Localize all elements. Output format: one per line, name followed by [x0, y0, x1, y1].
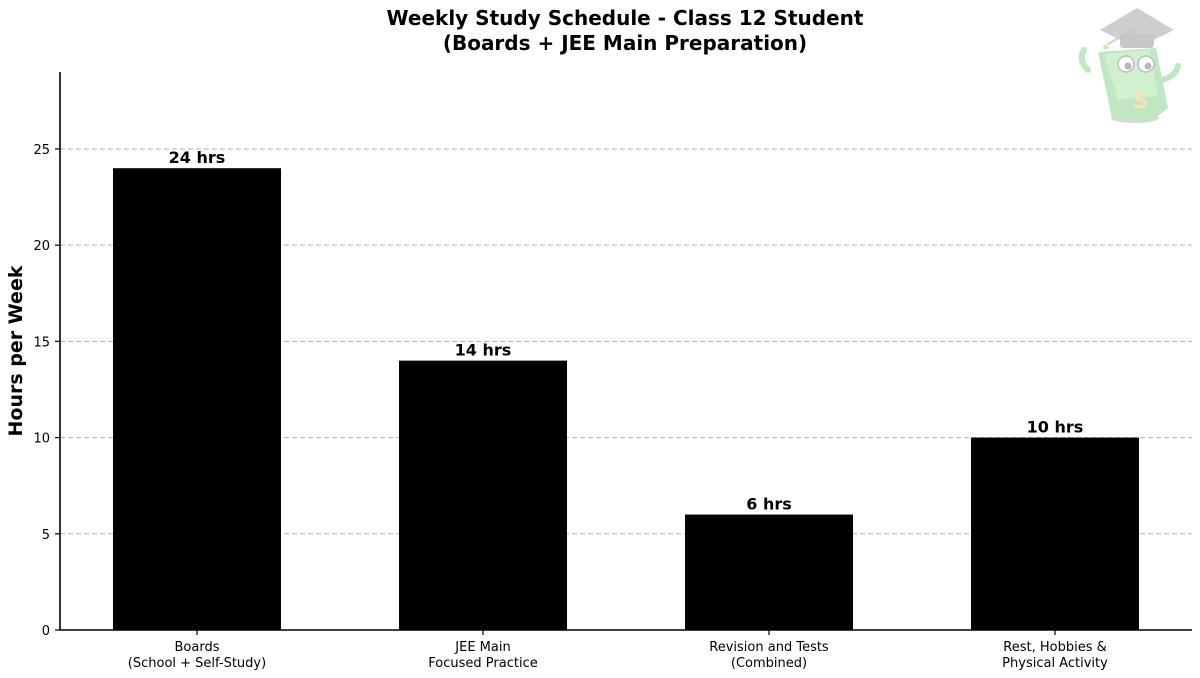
- bar-value-label: 24 hrs: [169, 148, 226, 167]
- bar: [399, 360, 567, 630]
- bar-value-label: 6 hrs: [746, 495, 792, 514]
- bars: [113, 168, 1139, 630]
- x-category-label: Boards: [175, 640, 220, 655]
- graduation-mascot-logo: S: [1078, 8, 1181, 123]
- chart-title-line-1: Weekly Study Schedule - Class 12 Student: [387, 6, 864, 30]
- y-tick-label: 0: [42, 624, 50, 639]
- bar: [971, 437, 1139, 630]
- x-category-label: Physical Activity: [1002, 656, 1108, 671]
- chart-title-line-2: (Boards + JEE Main Preparation): [443, 31, 807, 55]
- y-tick-label: 20: [33, 239, 50, 254]
- x-category-label: Focused Practice: [428, 656, 537, 671]
- x-category-label: Revision and Tests: [709, 640, 829, 655]
- y-tick-label: 15: [33, 335, 50, 350]
- x-category-label: (School + Self-Study): [128, 656, 266, 671]
- logo-letter: S: [1132, 89, 1148, 114]
- bar-value-label: 10 hrs: [1027, 418, 1084, 437]
- x-category-label: JEE Main: [454, 640, 510, 655]
- x-category-label: (Combined): [731, 656, 807, 671]
- y-axis-label: Hours per Week: [5, 265, 27, 436]
- data-labels: 24 hrs 14 hrs 6 hrs 10 hrs: [169, 148, 1084, 513]
- x-category-labels: Boards(School + Self-Study) JEE MainFocus…: [128, 630, 1108, 671]
- y-tick-label: 10: [33, 432, 50, 447]
- x-category-label: Rest, Hobbies &: [1003, 640, 1106, 655]
- y-tick-label: 5: [42, 528, 50, 543]
- y-tick-label: 25: [33, 143, 50, 158]
- y-ticks: 0 5 10 15 20 25: [33, 143, 60, 639]
- bar-value-label: 14 hrs: [455, 341, 512, 360]
- bar: [685, 514, 853, 630]
- bar: [113, 168, 281, 630]
